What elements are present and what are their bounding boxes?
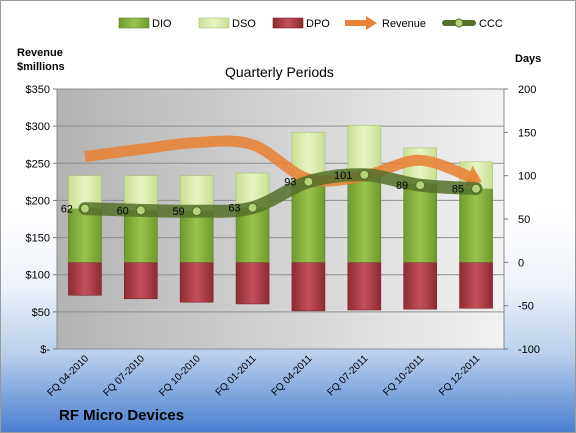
bar-dpo bbox=[235, 262, 270, 305]
legend-swatch bbox=[366, 16, 377, 30]
ccc-marker bbox=[191, 206, 202, 217]
x-tick-label: FQ 12-2011 bbox=[437, 353, 482, 398]
revenue-line bbox=[84, 135, 479, 187]
x-tick-label: FQ 10-2011 bbox=[381, 353, 426, 398]
bar-dpo bbox=[403, 262, 437, 310]
legend-swatch bbox=[272, 17, 304, 29]
left-tick-label: $200 bbox=[26, 195, 50, 207]
legend-label: Revenue bbox=[382, 18, 426, 30]
ccc-marker bbox=[415, 180, 426, 191]
left-tick-label: $300 bbox=[26, 121, 50, 133]
bar-dpo bbox=[291, 262, 326, 312]
left-tick-label: $- bbox=[40, 344, 50, 356]
bar-dio bbox=[68, 208, 102, 263]
legend-swatch bbox=[118, 17, 150, 29]
right-tick-label: 150 bbox=[518, 127, 536, 139]
legend-label: DIO bbox=[152, 18, 172, 30]
left-tick-label: $350 bbox=[26, 84, 50, 96]
bar-dpo bbox=[459, 262, 493, 309]
ccc-marker bbox=[471, 183, 482, 194]
ccc-marker bbox=[359, 169, 370, 180]
ccc-marker bbox=[135, 205, 146, 216]
bar-dio bbox=[235, 207, 270, 263]
bar-dio bbox=[291, 179, 326, 263]
bar-dpo bbox=[68, 262, 102, 296]
left-tick-label: $150 bbox=[26, 233, 50, 245]
bar-dio bbox=[403, 184, 437, 263]
bar-dpo bbox=[124, 262, 158, 300]
left-tick-label: $50 bbox=[32, 307, 50, 319]
bar-dio bbox=[124, 210, 158, 263]
x-tick-label: FQ 07-2010 bbox=[101, 353, 147, 399]
bar-dpo bbox=[179, 262, 214, 303]
left-tick-label: $250 bbox=[26, 158, 50, 170]
ccc-data-label: 101 bbox=[334, 170, 352, 182]
bar-dio bbox=[179, 210, 214, 263]
x-tick-label: FQ 10-2010 bbox=[157, 353, 203, 399]
ccc-data-label: 63 bbox=[228, 203, 240, 215]
right-tick-label: 100 bbox=[518, 171, 536, 183]
left-tick-label: $100 bbox=[26, 270, 50, 282]
bar-dio bbox=[347, 174, 382, 263]
legend-label: DSO bbox=[232, 18, 256, 30]
ccc-data-label: 89 bbox=[396, 180, 408, 192]
legend-swatch bbox=[198, 17, 230, 29]
x-tick-label: FQ 07-2011 bbox=[325, 353, 370, 398]
left-axis-label: Revenue $millions bbox=[17, 47, 65, 73]
right-tick-label: 0 bbox=[518, 257, 524, 269]
legend-label: DPO bbox=[306, 18, 330, 30]
chart-title: Quarterly Periods bbox=[225, 64, 334, 80]
bar-dso bbox=[291, 132, 326, 181]
bar-dpo bbox=[347, 262, 382, 311]
legend-swatch bbox=[454, 18, 464, 28]
ccc-data-label: 60 bbox=[117, 205, 129, 217]
company-name: RF Micro Devices bbox=[59, 407, 185, 424]
bar-dio bbox=[459, 188, 493, 263]
x-tick-label: FQ 04-2011 bbox=[270, 353, 315, 398]
ccc-marker bbox=[303, 176, 314, 187]
x-tick-label: FQ 04-2010 bbox=[46, 353, 92, 399]
right-tick-label: 200 bbox=[518, 84, 536, 96]
right-axis-label: Days bbox=[515, 53, 542, 65]
right-tick-label: 50 bbox=[518, 214, 530, 226]
ccc-data-label: 85 bbox=[452, 184, 464, 196]
ccc-marker bbox=[79, 203, 90, 214]
ccc-data-label: 62 bbox=[61, 204, 73, 216]
right-tick-label: -50 bbox=[518, 301, 534, 313]
ccc-data-label: 93 bbox=[284, 177, 296, 189]
right-tick-label: -100 bbox=[518, 344, 540, 356]
bar-dso bbox=[347, 125, 382, 176]
ccc-marker bbox=[247, 202, 258, 213]
legend-label: CCC bbox=[479, 18, 503, 30]
ccc-data-label: 59 bbox=[172, 206, 184, 218]
x-tick-label: FQ 01-2011 bbox=[214, 353, 259, 398]
